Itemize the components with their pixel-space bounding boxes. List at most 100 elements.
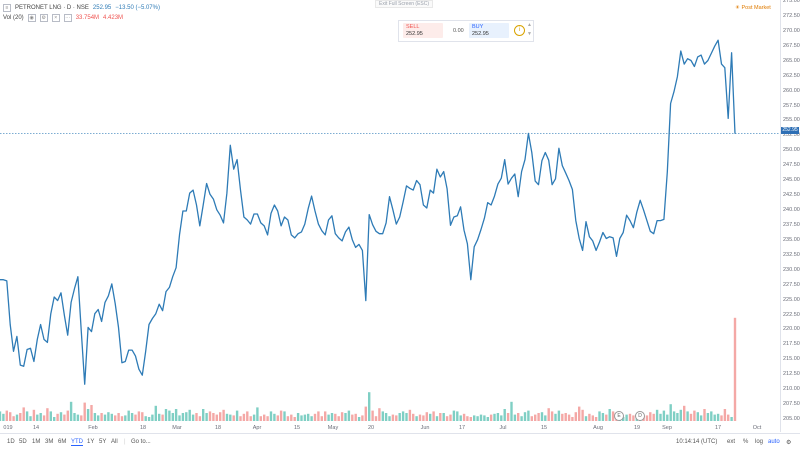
more-icon[interactable]: ⋯ [63, 14, 72, 22]
chevron-up-icon[interactable]: ▲ [527, 22, 532, 28]
volume-bar [249, 416, 252, 421]
time-tick-label: 19 [633, 425, 641, 431]
sell-button[interactable]: SELL 252.95 [403, 23, 443, 38]
volume-bar [117, 413, 120, 421]
volume-bar [584, 416, 588, 421]
price-tick-label: 260.00 [783, 87, 800, 94]
volume-bar [310, 416, 313, 421]
volume-bar [564, 413, 567, 421]
range-6m[interactable]: 6M [58, 439, 67, 445]
volume-bar [246, 411, 249, 421]
volume-bar [371, 410, 374, 421]
dividend-event-marker[interactable]: D [635, 411, 645, 421]
volume-bar [59, 412, 63, 421]
exit-fullscreen-hint[interactable]: Exit Full Screen (ESC) [375, 0, 434, 8]
extended-hours-toggle[interactable]: ext [727, 439, 736, 445]
range-1m[interactable]: 1M [32, 439, 41, 445]
volume-bar [208, 411, 212, 421]
volume-bar [39, 413, 42, 421]
volume-bar [591, 415, 594, 421]
range-3m[interactable]: 3M [45, 439, 54, 445]
settings-icon[interactable]: ⚙ [39, 14, 48, 22]
volume-bar [571, 417, 574, 421]
volume-bar [252, 414, 256, 421]
volume-bar [296, 413, 300, 421]
price-axis[interactable]: 275.00 272.50 270.00 267.50 265.00 262.50 260.… [780, 0, 800, 432]
collapse-icon[interactable]: ≡ [3, 4, 11, 12]
price-tick-label: 205.00 [783, 416, 800, 422]
range-all[interactable]: All [111, 439, 118, 445]
volume-bar [340, 412, 344, 421]
range-1y[interactable]: 1Y [87, 439, 95, 445]
volume-bar [605, 414, 608, 421]
time-tick-label: May [327, 425, 339, 431]
volume-bar [449, 414, 452, 421]
clock-display[interactable]: 10:14:14 (UTC) [676, 439, 718, 445]
volume-bar [683, 405, 686, 421]
volume-bar [9, 412, 12, 421]
volume-bar [581, 409, 584, 421]
volume-bar [473, 415, 476, 421]
volume-bar [506, 413, 510, 421]
range-5y[interactable]: 5Y [99, 439, 107, 445]
price-tick-label: 242.50 [783, 192, 800, 199]
volume-bar [659, 413, 662, 421]
volume-bar [130, 413, 134, 421]
volume-ma-value: 4.423M [103, 15, 124, 21]
chart-canvas[interactable] [0, 0, 780, 432]
volume-bar [547, 408, 550, 421]
volume-bar [168, 410, 171, 421]
price-tick-label: 262.50 [783, 72, 800, 79]
volume-bar [103, 414, 107, 421]
volume-bar [432, 411, 435, 421]
volume-bar [110, 413, 113, 421]
buy-button[interactable]: BUY 252.95 [469, 23, 509, 38]
volume-bar [127, 410, 130, 421]
chevron-down-icon[interactable]: ▼ [527, 31, 532, 37]
volume-bar [5, 410, 8, 421]
buy-label: BUY [472, 24, 484, 30]
sun-icon: ☀ [735, 5, 740, 11]
price-tick-label: 252.50 [783, 132, 800, 139]
range-ytd[interactable]: YTD [71, 439, 83, 446]
info-icon[interactable]: i [514, 25, 525, 36]
volume-bar [445, 416, 449, 421]
symbol-name[interactable]: PETRONET LNG · D · NSE [15, 5, 89, 11]
range-1d[interactable]: 1D [7, 439, 15, 445]
log-scale-toggle[interactable]: log [755, 439, 764, 445]
volume-bar [544, 415, 547, 421]
volume-bar [625, 414, 628, 421]
volume-bar [242, 413, 246, 421]
goto-date-button[interactable]: Go to... [131, 439, 151, 445]
volume-bar [655, 409, 659, 421]
settings-gear-icon[interactable]: ⚙ [786, 440, 792, 446]
close-icon[interactable]: × [51, 14, 60, 22]
volume-bar [476, 416, 479, 421]
volume-bar [415, 416, 418, 421]
earnings-event-marker[interactable]: E [614, 411, 624, 421]
eye-icon[interactable]: ◉ [27, 14, 36, 22]
price-tick-label: 237.50 [783, 221, 800, 228]
price-tick-label: 257.50 [783, 102, 800, 109]
volume-bar [219, 412, 222, 421]
price-tick-label: 245.00 [783, 177, 800, 184]
volume-bar [93, 413, 97, 421]
volume-bar [327, 414, 330, 421]
volume-bar [215, 414, 218, 421]
time-tick-label: 17 [458, 425, 466, 431]
volume-bar [601, 413, 605, 421]
volume-bar [530, 416, 533, 421]
price-tick-label: 232.50 [783, 251, 800, 258]
price-tick-label: 225.00 [783, 296, 800, 303]
volume-bar [527, 410, 530, 421]
range-5d[interactable]: 5D [19, 439, 27, 445]
auto-scale-toggle[interactable]: auto [768, 439, 780, 445]
volume-bar [435, 416, 439, 421]
volume-bar [36, 414, 39, 421]
percent-scale-toggle[interactable]: % [743, 439, 749, 445]
volume-indicator-label[interactable]: Vol (20) [3, 15, 24, 21]
price-chart[interactable] [0, 0, 780, 432]
time-axis[interactable]: 019 14 Feb 18 Mar 18 Apr 15 May 20 Jun 17 Jul 15 Aug 19… [0, 425, 780, 433]
volume-bar [25, 411, 29, 421]
volume-bar [357, 417, 361, 421]
